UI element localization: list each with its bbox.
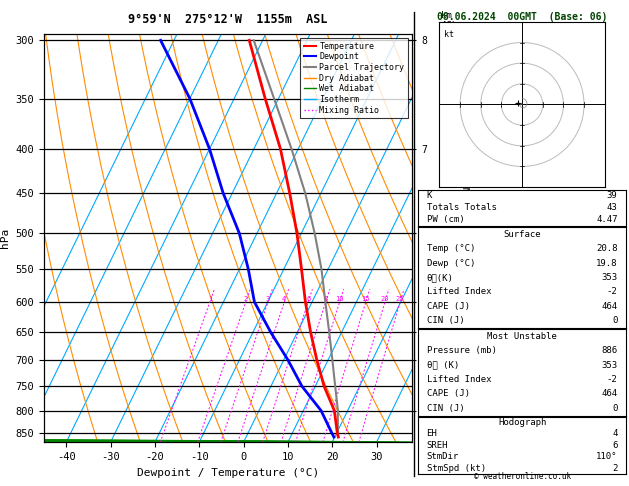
- Text: 6: 6: [612, 441, 618, 450]
- Text: 353: 353: [601, 361, 618, 369]
- Text: 4: 4: [612, 429, 618, 438]
- Text: StmDir: StmDir: [426, 452, 459, 461]
- Text: 0: 0: [612, 316, 618, 325]
- Text: -2: -2: [607, 287, 618, 296]
- Text: 20.8: 20.8: [596, 244, 618, 253]
- Text: © weatheronline.co.uk: © weatheronline.co.uk: [474, 472, 571, 481]
- Text: 19.8: 19.8: [596, 259, 618, 268]
- Text: 110°: 110°: [596, 452, 618, 461]
- Text: CAPE (J): CAPE (J): [426, 302, 470, 311]
- Text: Hodograph: Hodograph: [498, 418, 546, 427]
- Text: Pressure (mb): Pressure (mb): [426, 346, 496, 355]
- Text: θᴇ(K): θᴇ(K): [426, 273, 454, 282]
- Text: 8: 8: [323, 296, 328, 302]
- Text: CIN (J): CIN (J): [426, 404, 464, 413]
- Text: PW (cm): PW (cm): [426, 215, 464, 225]
- Text: EH: EH: [426, 429, 437, 438]
- Text: Most Unstable: Most Unstable: [487, 332, 557, 341]
- Legend: Temperature, Dewpoint, Parcel Trajectory, Dry Adiabat, Wet Adiabat, Isotherm, Mi: Temperature, Dewpoint, Parcel Trajectory…: [300, 38, 408, 118]
- Text: 886: 886: [601, 346, 618, 355]
- Text: -2: -2: [607, 375, 618, 384]
- Text: 25: 25: [396, 296, 404, 302]
- Text: 3: 3: [266, 296, 270, 302]
- X-axis label: Dewpoint / Temperature (°C): Dewpoint / Temperature (°C): [137, 468, 319, 478]
- Text: Lifted Index: Lifted Index: [426, 287, 491, 296]
- Y-axis label: hPa: hPa: [0, 228, 10, 248]
- Text: SREH: SREH: [426, 441, 448, 450]
- Text: CIN (J): CIN (J): [426, 316, 464, 325]
- Text: 2: 2: [612, 464, 618, 472]
- Text: 4.47: 4.47: [596, 215, 618, 225]
- Text: 43: 43: [607, 203, 618, 212]
- Text: kt: kt: [443, 30, 454, 39]
- Text: CAPE (J): CAPE (J): [426, 389, 470, 399]
- Text: StmSpd (kt): StmSpd (kt): [426, 464, 486, 472]
- Text: 20: 20: [381, 296, 389, 302]
- Text: 464: 464: [601, 389, 618, 399]
- Text: Mixing Ratio (g/kg): Mixing Ratio (g/kg): [460, 187, 469, 289]
- Text: 1: 1: [208, 296, 212, 302]
- Text: Dewp (°C): Dewp (°C): [426, 259, 475, 268]
- Text: 2: 2: [243, 296, 248, 302]
- Text: 10: 10: [335, 296, 344, 302]
- Text: K: K: [426, 191, 432, 200]
- Text: θᴇ (K): θᴇ (K): [426, 361, 459, 369]
- Text: 6: 6: [306, 296, 310, 302]
- Text: 9°59'N  275°12'W  1155m  ASL: 9°59'N 275°12'W 1155m ASL: [128, 13, 328, 26]
- Text: 08.06.2024  00GMT  (Base: 06): 08.06.2024 00GMT (Base: 06): [437, 12, 607, 22]
- Text: km
ASL: km ASL: [442, 11, 457, 30]
- Text: Temp (°C): Temp (°C): [426, 244, 475, 253]
- Text: 15: 15: [362, 296, 370, 302]
- Text: Totals Totals: Totals Totals: [426, 203, 496, 212]
- Text: 39: 39: [607, 191, 618, 200]
- Text: LCL: LCL: [418, 433, 433, 441]
- Text: 4: 4: [282, 296, 286, 302]
- Text: 0: 0: [612, 404, 618, 413]
- Text: Lifted Index: Lifted Index: [426, 375, 491, 384]
- Text: 353: 353: [601, 273, 618, 282]
- Text: Surface: Surface: [503, 230, 541, 239]
- Text: 464: 464: [601, 302, 618, 311]
